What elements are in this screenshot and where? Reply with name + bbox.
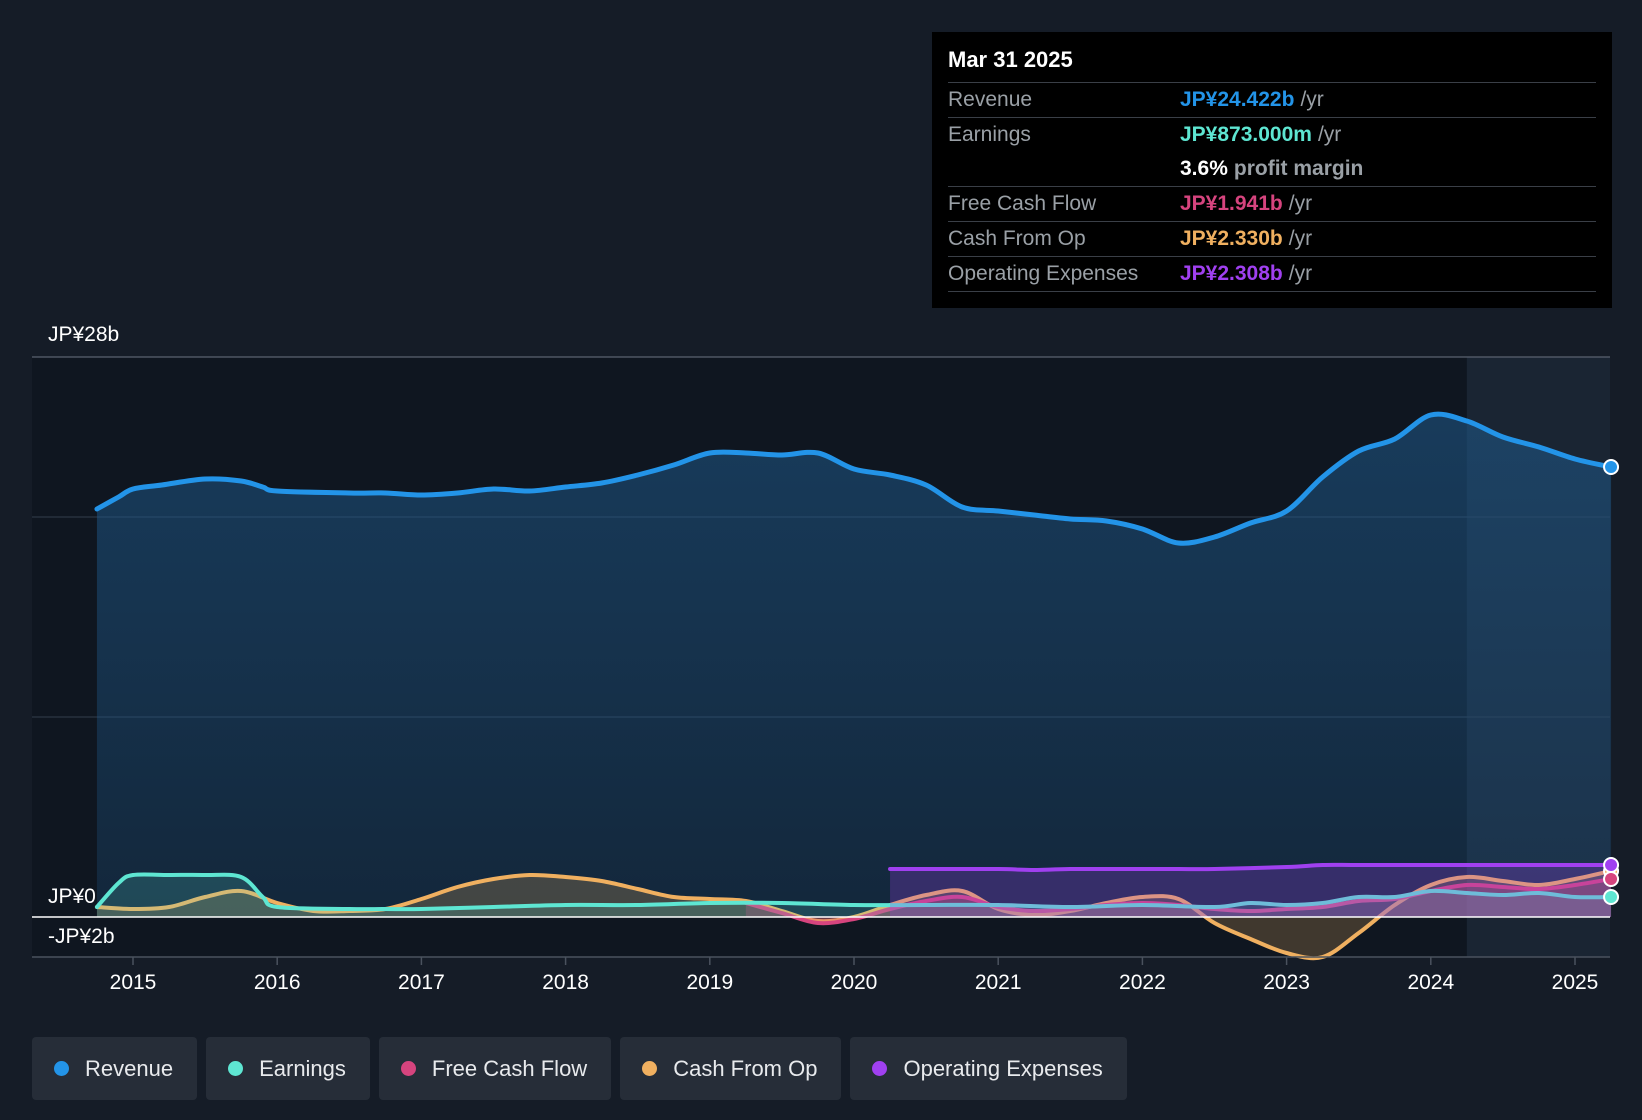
legend-dot-icon (872, 1061, 888, 1076)
tooltip-row-opex: Operating Expenses JP¥2.308b /yr (948, 257, 1596, 292)
tooltip-row-revenue: Revenue JP¥24.422b /yr (948, 83, 1596, 118)
legend-item-free-cash-flow[interactable]: Free Cash Flow (378, 1037, 612, 1100)
legend-dot-icon (400, 1061, 416, 1076)
legend-label: Revenue (85, 1055, 174, 1081)
earnings-line (94, 872, 1614, 912)
operating-expenses-end-marker (1603, 857, 1620, 873)
legend-dot-icon (642, 1061, 658, 1076)
x-axis-labels: 2015 2016 2017 2018 2019 2020 2021 2022 2023 2024… (110, 957, 1599, 994)
tooltip-margin-value: 3.6% (1180, 157, 1228, 180)
tooltip-row-margin: 3.6% profit margin (948, 152, 1596, 187)
revenue-area (96, 414, 1612, 917)
tooltip-value: JP¥2.308b (1180, 262, 1283, 285)
tooltip-unit: /yr (1288, 192, 1313, 215)
x-tick-label: 2023 (1263, 971, 1310, 994)
legend-label: Earnings (259, 1055, 346, 1081)
legend-item-revenue[interactable]: Revenue (32, 1037, 198, 1100)
legend-label: Operating Expenses (903, 1055, 1103, 1081)
operating-expenses-area (890, 864, 1612, 917)
tooltip-row-earnings: Earnings JP¥873.000m /yr (948, 118, 1596, 152)
tooltip-value: JP¥24.422b (1180, 88, 1295, 111)
legend: Revenue Earnings Free Cash Flow Cash Fro… (32, 1037, 1127, 1100)
tooltip-label: Earnings (948, 123, 1031, 146)
y-tick-label: -JP¥2b (48, 925, 115, 948)
x-tick-label: 2021 (975, 971, 1022, 994)
tooltip-date: Mar 31 2025 (948, 46, 1596, 83)
legend-dot-icon (228, 1061, 244, 1076)
end-markers (1603, 459, 1620, 905)
x-tick-label: 2022 (1119, 971, 1166, 994)
free-cash-flow-area (745, 879, 1612, 924)
x-tick-label: 2024 (1407, 971, 1454, 994)
legend-dot-icon (54, 1061, 69, 1076)
tooltip-value: JP¥2.330b (1180, 227, 1283, 250)
revenue-line (94, 411, 1614, 546)
tooltip-margin-label: profit margin (1233, 157, 1364, 180)
revenue-end-marker (1603, 459, 1620, 475)
tooltip-value: JP¥873.000m (1180, 123, 1312, 146)
earnings-end-marker (1603, 889, 1620, 905)
y-axis-labels: JP¥28b JP¥0 -JP¥2b (48, 323, 119, 948)
tooltip-unit: /yr (1288, 227, 1313, 250)
cash-from-op-area (96, 871, 1612, 959)
tooltip-label: Free Cash Flow (948, 192, 1097, 215)
tooltip-row-fcf: Free Cash Flow JP¥1.941b /yr (948, 187, 1596, 222)
series-layer (94, 411, 1614, 961)
legend-item-operating-expenses[interactable]: Operating Expenses (850, 1037, 1127, 1100)
tooltip-label: Operating Expenses (948, 262, 1139, 285)
tooltip-unit: /yr (1288, 262, 1313, 285)
x-tick-label: 2016 (254, 971, 301, 994)
tooltip-unit: /yr (1317, 123, 1342, 146)
legend-label: Free Cash Flow (431, 1055, 588, 1081)
tooltip-row-cfo: Cash From Op JP¥2.330b /yr (948, 222, 1596, 257)
free-cash-flow-end-marker (1603, 871, 1620, 887)
x-tick-label: 2018 (542, 971, 589, 994)
x-tick-label: 2020 (831, 971, 878, 994)
legend-item-cash-from-op[interactable]: Cash From Op (620, 1037, 842, 1100)
x-tick-label: 2017 (398, 971, 445, 994)
tooltip-label: Cash From Op (948, 227, 1086, 250)
tooltip-label: Revenue (948, 88, 1033, 111)
tooltip-value: JP¥1.941b (1180, 192, 1283, 215)
operating-expenses-line (888, 862, 1614, 872)
x-tick-label: 2019 (686, 971, 733, 994)
tooltip-unit: /yr (1300, 88, 1324, 111)
legend-label: Cash From Op (673, 1055, 818, 1081)
x-tick-label: 2015 (110, 971, 157, 994)
legend-item-earnings[interactable]: Earnings (206, 1037, 370, 1100)
y-tick-label: JP¥28b (48, 323, 119, 346)
data-tooltip: Mar 31 2025 Revenue JP¥24.422b /yr Earni… (932, 32, 1612, 308)
x-tick-label: 2025 (1552, 971, 1599, 994)
y-tick-label: JP¥0 (48, 885, 96, 908)
